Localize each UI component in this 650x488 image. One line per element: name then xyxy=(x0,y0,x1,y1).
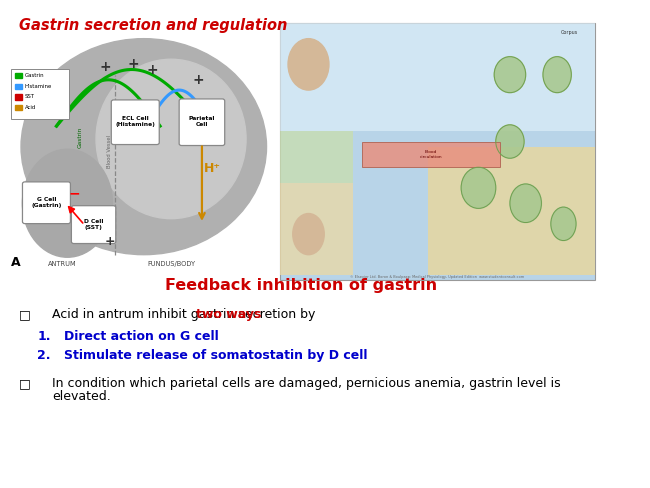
Bar xyxy=(280,23,595,281)
FancyBboxPatch shape xyxy=(179,99,225,145)
Bar xyxy=(15,73,21,79)
Ellipse shape xyxy=(551,207,576,241)
Text: 1.: 1. xyxy=(37,330,51,343)
Bar xyxy=(15,105,21,110)
Text: A: A xyxy=(11,256,21,269)
Ellipse shape xyxy=(510,184,541,223)
FancyBboxPatch shape xyxy=(11,69,68,119)
Text: □: □ xyxy=(20,377,31,390)
Ellipse shape xyxy=(22,149,112,257)
Text: Corpus: Corpus xyxy=(561,29,579,35)
Ellipse shape xyxy=(496,125,524,158)
Text: +: + xyxy=(105,236,115,248)
Bar xyxy=(362,142,500,167)
Ellipse shape xyxy=(21,39,266,255)
Text: G Cell
(Gastrin): G Cell (Gastrin) xyxy=(31,197,62,208)
Bar xyxy=(280,183,352,275)
Text: In condition which parietal cells are damaged, pernicious anemia, gastrin level : In condition which parietal cells are da… xyxy=(53,377,561,390)
Ellipse shape xyxy=(292,214,324,255)
Text: © Elsevier Ltd. Boron & Boulpaep: Medical Physiology, Updated Edition  www.stude: © Elsevier Ltd. Boron & Boulpaep: Medica… xyxy=(350,275,525,280)
Text: Acid in antrum inhibit gastrin secretion by: Acid in antrum inhibit gastrin secretion… xyxy=(53,308,320,321)
Text: Gastrin: Gastrin xyxy=(25,73,44,78)
Text: Gastrin secretion and regulation: Gastrin secretion and regulation xyxy=(20,19,288,33)
Text: Gastrin: Gastrin xyxy=(77,127,82,148)
Text: ANTRUM: ANTRUM xyxy=(47,261,76,267)
Text: Stimulate release of somatostatin by D cell: Stimulate release of somatostatin by D c… xyxy=(64,349,368,362)
Bar xyxy=(15,95,21,100)
Text: Feedback inhibition of gastrin: Feedback inhibition of gastrin xyxy=(165,278,437,293)
Text: +: + xyxy=(99,60,111,74)
Text: Direct action on G cell: Direct action on G cell xyxy=(64,330,219,343)
Bar xyxy=(428,147,595,275)
Ellipse shape xyxy=(461,167,496,208)
Text: +: + xyxy=(146,62,158,77)
Ellipse shape xyxy=(494,57,526,93)
Bar xyxy=(15,84,21,89)
Text: +: + xyxy=(127,58,138,71)
Ellipse shape xyxy=(543,57,571,93)
Text: D Cell
(SST): D Cell (SST) xyxy=(84,219,103,229)
FancyBboxPatch shape xyxy=(111,100,159,144)
Text: Parietal
Cell: Parietal Cell xyxy=(188,116,215,127)
Bar xyxy=(280,131,352,183)
FancyBboxPatch shape xyxy=(23,182,70,224)
Text: Blood
circulation: Blood circulation xyxy=(420,150,443,159)
Text: SST: SST xyxy=(25,94,34,100)
Text: Histamine: Histamine xyxy=(25,84,52,89)
Ellipse shape xyxy=(96,59,246,219)
Text: □: □ xyxy=(20,308,31,321)
Ellipse shape xyxy=(288,39,329,90)
Bar xyxy=(280,23,595,131)
Text: −: − xyxy=(68,186,80,201)
Text: +: + xyxy=(192,73,204,87)
Text: Blood Vessel: Blood Vessel xyxy=(107,135,112,168)
Text: ECL Cell
(Histamine): ECL Cell (Histamine) xyxy=(115,116,155,127)
Text: H⁺: H⁺ xyxy=(204,163,221,175)
Text: Acid: Acid xyxy=(25,105,36,110)
Text: elevated.: elevated. xyxy=(53,390,111,404)
FancyBboxPatch shape xyxy=(72,205,116,244)
Text: FUNDUS/BODY: FUNDUS/BODY xyxy=(147,261,195,267)
Text: two ways: two ways xyxy=(196,308,261,321)
Text: 2.: 2. xyxy=(37,349,51,362)
